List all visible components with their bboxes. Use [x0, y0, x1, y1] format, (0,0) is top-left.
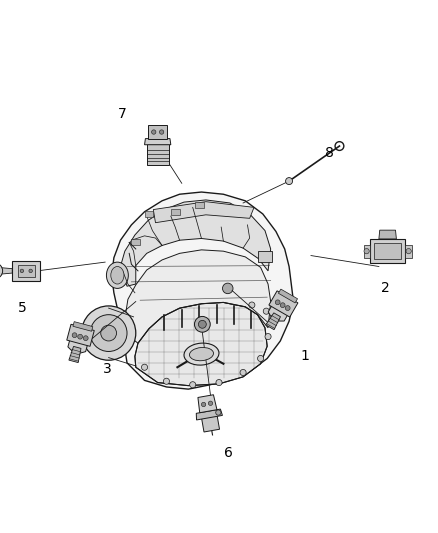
- Circle shape: [201, 402, 206, 407]
- Ellipse shape: [106, 262, 128, 288]
- Circle shape: [159, 130, 164, 134]
- Circle shape: [83, 336, 88, 341]
- Ellipse shape: [184, 343, 219, 365]
- Polygon shape: [153, 201, 254, 223]
- Polygon shape: [196, 409, 223, 420]
- Text: 6: 6: [224, 446, 233, 459]
- Polygon shape: [364, 245, 370, 258]
- Circle shape: [20, 269, 24, 273]
- Bar: [171, 209, 180, 215]
- Polygon shape: [18, 265, 35, 277]
- Text: 3: 3: [103, 362, 112, 376]
- Ellipse shape: [111, 266, 124, 284]
- Polygon shape: [135, 302, 267, 386]
- Polygon shape: [374, 243, 401, 259]
- Polygon shape: [198, 395, 217, 413]
- Circle shape: [0, 263, 3, 279]
- Circle shape: [208, 401, 213, 406]
- Circle shape: [280, 303, 285, 308]
- Circle shape: [263, 308, 269, 314]
- Circle shape: [29, 269, 32, 273]
- Polygon shape: [120, 200, 271, 286]
- Circle shape: [240, 369, 246, 376]
- Circle shape: [265, 334, 271, 340]
- Circle shape: [152, 130, 156, 134]
- Text: 8: 8: [325, 147, 334, 160]
- Circle shape: [285, 305, 290, 311]
- Circle shape: [81, 306, 136, 360]
- Circle shape: [258, 356, 264, 361]
- Polygon shape: [201, 414, 219, 432]
- Polygon shape: [405, 245, 412, 258]
- Circle shape: [286, 177, 293, 184]
- Polygon shape: [370, 239, 405, 263]
- Circle shape: [198, 320, 206, 328]
- Circle shape: [216, 379, 222, 386]
- Text: 7: 7: [117, 107, 126, 121]
- Text: 1: 1: [300, 349, 309, 364]
- Circle shape: [141, 364, 148, 370]
- Circle shape: [78, 334, 82, 339]
- Bar: [258, 251, 272, 262]
- Polygon shape: [266, 313, 280, 330]
- Polygon shape: [269, 291, 298, 317]
- Circle shape: [194, 317, 210, 332]
- Polygon shape: [279, 289, 297, 303]
- Bar: [145, 211, 153, 217]
- Circle shape: [163, 378, 170, 384]
- Polygon shape: [268, 303, 290, 321]
- Circle shape: [364, 248, 369, 254]
- Bar: [195, 202, 204, 208]
- Polygon shape: [145, 139, 171, 145]
- Circle shape: [223, 283, 233, 294]
- Polygon shape: [69, 346, 81, 362]
- Circle shape: [101, 325, 117, 341]
- Polygon shape: [147, 144, 169, 165]
- Polygon shape: [67, 324, 94, 346]
- Bar: [131, 239, 140, 246]
- Text: 2: 2: [381, 280, 390, 295]
- Polygon shape: [73, 321, 93, 332]
- Polygon shape: [112, 192, 293, 389]
- Polygon shape: [68, 334, 88, 354]
- Polygon shape: [12, 261, 40, 280]
- Circle shape: [190, 382, 196, 388]
- Circle shape: [275, 300, 280, 305]
- Polygon shape: [148, 125, 167, 139]
- Circle shape: [90, 314, 127, 351]
- Circle shape: [249, 302, 255, 308]
- Ellipse shape: [190, 348, 213, 361]
- Circle shape: [406, 248, 411, 254]
- Polygon shape: [379, 230, 396, 239]
- Circle shape: [72, 333, 77, 337]
- Polygon shape: [0, 268, 12, 274]
- Polygon shape: [125, 250, 271, 343]
- Circle shape: [216, 410, 221, 415]
- Text: 5: 5: [18, 301, 27, 314]
